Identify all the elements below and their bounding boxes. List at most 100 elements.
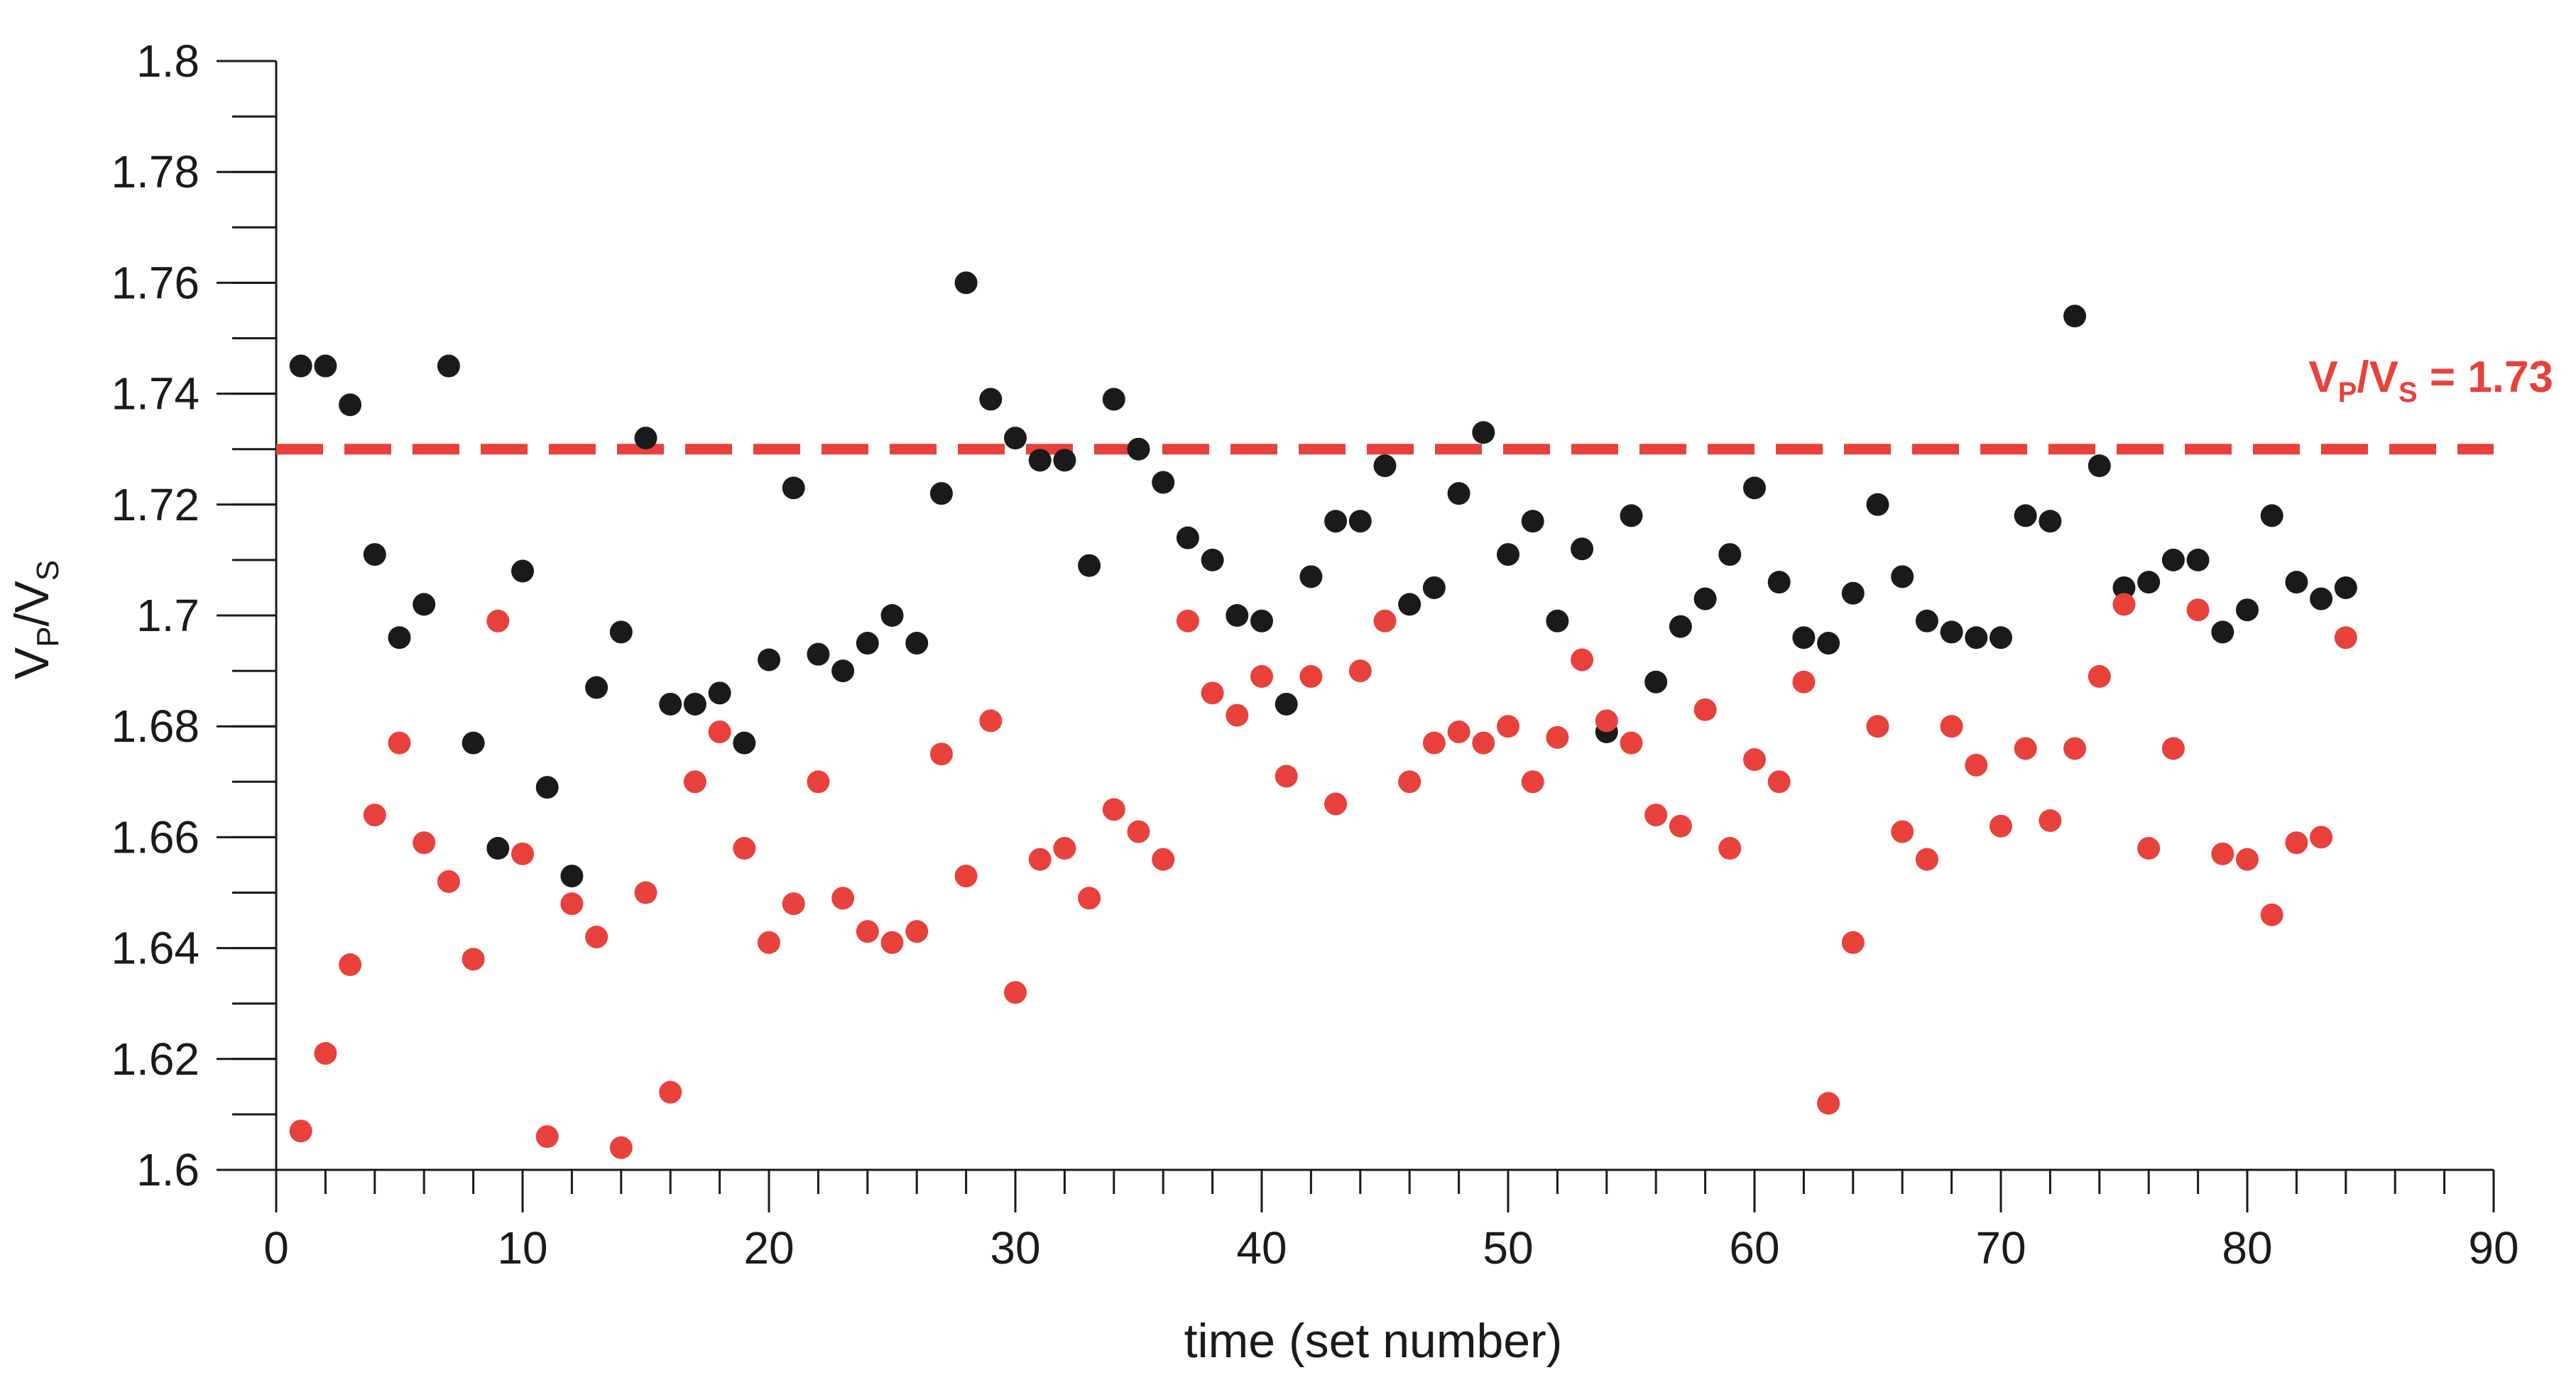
black-data-point	[1324, 510, 1348, 533]
red-data-point	[1669, 814, 1692, 838]
black-data-point	[1866, 493, 1889, 516]
red-data-point	[1472, 731, 1495, 755]
red-data-point	[2310, 826, 2333, 849]
red-data-point	[1053, 837, 1076, 860]
red-data-point	[363, 804, 386, 827]
black-data-point	[1299, 565, 1323, 588]
red-data-point	[462, 948, 485, 971]
black-data-point	[1915, 609, 1938, 632]
black-data-point	[1841, 581, 1865, 605]
black-data-point	[1201, 548, 1224, 571]
red-data-point	[954, 865, 978, 888]
y-tick-label: 1.68	[111, 701, 200, 752]
black-data-point	[363, 543, 386, 566]
ref-label-sub1: P	[2338, 377, 2357, 408]
x-tick-label: 10	[497, 1222, 547, 1273]
red-data-point	[1373, 609, 1397, 632]
ref-label-base: V	[2308, 353, 2337, 402]
red-data-point	[560, 892, 584, 916]
y-tick-label: 1.7	[136, 590, 200, 641]
red-data-point	[2236, 848, 2259, 871]
black-data-point	[708, 681, 731, 705]
y-tick-label: 1.64	[111, 923, 200, 974]
black-data-point	[1620, 504, 1643, 527]
y-axis-title-base: V	[5, 647, 59, 679]
black-data-point	[1718, 543, 1742, 566]
black-data-point	[1743, 476, 1766, 500]
red-data-point	[437, 870, 460, 893]
black-data-point	[1250, 609, 1273, 632]
black-data-point	[1644, 670, 1668, 694]
black-data-point	[634, 427, 657, 450]
black-data-point	[2039, 510, 2062, 533]
black-data-point	[1422, 576, 1446, 599]
black-data-point	[1891, 565, 1914, 588]
red-data-point	[1620, 731, 1643, 755]
red-data-point	[880, 931, 904, 954]
red-data-point	[1028, 848, 1052, 871]
red-data-point	[1004, 981, 1027, 1004]
black-data-point	[2211, 620, 2234, 644]
red-data-point	[2039, 809, 2062, 832]
black-data-point	[585, 676, 608, 699]
black-data-point	[880, 604, 904, 627]
red-data-point	[2211, 842, 2234, 865]
black-data-point	[1693, 587, 1717, 610]
red-data-point	[1571, 648, 1594, 672]
red-data-point	[1965, 753, 1988, 777]
black-data-point	[831, 659, 855, 683]
red-data-point	[708, 721, 731, 744]
red-data-point	[1718, 837, 1742, 860]
x-tick-label: 50	[1483, 1222, 1533, 1273]
y-axis-title-mid: /V	[5, 581, 59, 627]
red-data-point	[1841, 931, 1865, 954]
black-data-point	[1817, 632, 1840, 655]
red-data-point	[1743, 748, 1766, 772]
black-data-point	[2285, 571, 2308, 594]
black-data-point	[1571, 537, 1594, 561]
x-tick-label: 30	[990, 1222, 1040, 1273]
black-data-point	[1497, 543, 1519, 566]
red-data-point	[413, 831, 436, 855]
black-data-point	[1669, 615, 1692, 638]
black-data-point	[1102, 388, 1125, 411]
red-data-point	[1792, 670, 1816, 694]
black-data-point	[2112, 576, 2136, 599]
black-data-point	[1792, 626, 1816, 650]
black-data-point	[2310, 587, 2333, 610]
black-data-point	[1940, 620, 1963, 644]
black-data-point	[486, 837, 510, 860]
data-points	[289, 271, 2357, 1159]
red-data-point	[1767, 770, 1791, 794]
ref-label-mid: /V	[2357, 353, 2398, 402]
red-data-point	[1176, 609, 1199, 632]
red-data-point	[289, 1119, 312, 1143]
black-data-point	[2334, 576, 2357, 599]
black-data-point	[1078, 554, 1101, 577]
x-tick-label: 40	[1236, 1222, 1287, 1273]
red-data-point	[2161, 737, 2185, 760]
black-data-point	[2236, 598, 2259, 622]
red-data-point	[535, 1125, 559, 1149]
black-data-point	[659, 692, 682, 716]
black-data-point	[979, 388, 1003, 411]
black-data-point	[609, 620, 633, 644]
red-data-point	[1152, 848, 1175, 871]
black-data-point	[1127, 437, 1150, 461]
black-data-point	[2161, 548, 2185, 571]
red-data-point	[1817, 1092, 1840, 1115]
red-data-point	[659, 1080, 682, 1104]
black-data-point	[1348, 510, 1372, 533]
black-data-point	[289, 354, 312, 378]
red-data-point	[1398, 770, 1421, 794]
red-data-point	[634, 881, 657, 904]
black-data-point	[905, 632, 929, 655]
red-data-point	[2112, 593, 2136, 616]
red-data-point	[2087, 664, 2111, 688]
black-data-point	[1990, 626, 2012, 650]
red-data-point	[2063, 737, 2087, 760]
red-data-point	[1644, 804, 1668, 827]
red-data-point	[758, 931, 780, 954]
red-data-point	[609, 1136, 633, 1159]
